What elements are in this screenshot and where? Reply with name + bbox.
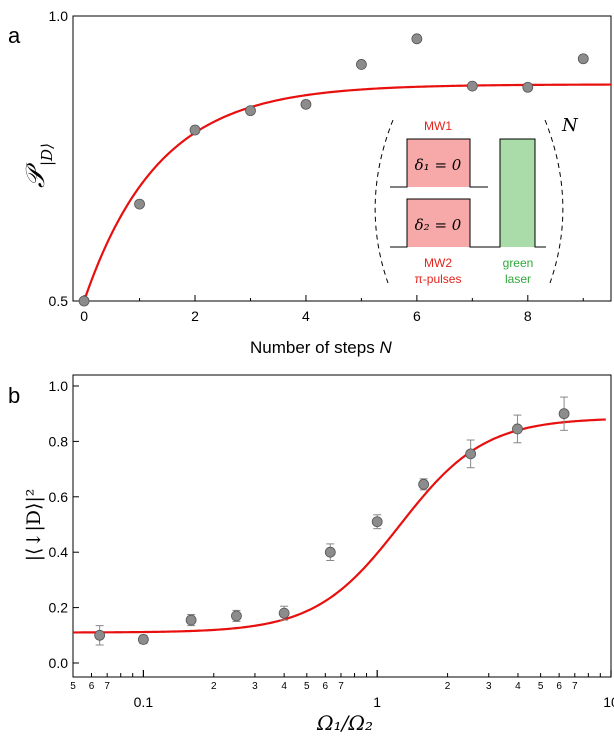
panel-b-ylabel: |⟨↓|D⟩|²: [23, 489, 45, 562]
a-ytick-label: 0.5: [49, 293, 69, 309]
panel-b-xlabel: Ω₁/Ω₂: [316, 711, 373, 735]
b-xtick-minor-label: 5: [538, 681, 544, 692]
b-ytick-label: 0.0: [49, 655, 69, 671]
b-xtick-minor-label: 6: [556, 681, 562, 692]
b-xtick-minor-label: 5: [304, 681, 310, 692]
mw2-pulse: [407, 199, 470, 247]
panel-b: b 0.11105672345672345670.00.20.40.60.81.…: [8, 374, 614, 735]
b-data-point: [371, 516, 383, 528]
b-xtick-major-label: 1: [373, 694, 381, 710]
b-data-point: [137, 634, 149, 645]
panel-b-fit-curve: [73, 418, 606, 634]
b-data-point: [231, 610, 242, 622]
mw1-trace: [390, 138, 488, 188]
mw2-label: MW2: [424, 256, 452, 270]
b-ytick-label: 0.6: [49, 489, 69, 505]
repeat-n-label: N: [561, 115, 579, 136]
b-data-point: [512, 423, 523, 435]
a-data-point: [300, 98, 312, 110]
b-xtick-minor-label: 4: [281, 681, 287, 692]
b-data-point: [324, 546, 336, 558]
a-data-point: [411, 33, 423, 45]
b-data-point: [278, 607, 290, 619]
panel-a-ticks: 0 2 4 6 8 0.5 1.0: [49, 8, 584, 324]
a-data-point: [356, 59, 367, 70]
b-data-point: [418, 478, 430, 490]
b-xtick-minor-label: 6: [89, 681, 95, 692]
a-data-point: [78, 295, 90, 307]
mw1-label: MW1: [424, 119, 452, 133]
mw2-laser-trace: [390, 138, 546, 248]
a-data-point: [134, 198, 145, 210]
b-xtick-minor-label: 3: [486, 681, 492, 692]
panel-a-data-points: [78, 33, 589, 307]
a-data-point: [466, 80, 478, 92]
a-data-point: [522, 81, 534, 93]
b-ytick-label: 0.4: [49, 544, 69, 560]
laser-label: laser: [505, 272, 531, 286]
delta2-label: δ₂ = 0: [415, 216, 462, 234]
panel-a: a 0 2 4 6 8 0.5 1.0 𝒫 |D⟩ Number of steps N δ₁…: [8, 8, 612, 357]
green-laser-pulse: [500, 139, 535, 247]
b-data-point: [185, 614, 197, 626]
b-xtick-minor-label: 3: [252, 681, 258, 692]
b-xtick-minor-label: 2: [211, 681, 217, 692]
panel-b-data-points: [94, 396, 570, 646]
panel-a-ylabel-sub: |D⟩: [38, 143, 56, 166]
a-xtick-label: 6: [413, 308, 421, 324]
pulse-sequence-inset: δ₁ = 0 δ₂ = 0 MW1 MW2 π-pulses green las…: [374, 115, 579, 286]
b-xtick-minor-label: 7: [338, 681, 344, 692]
mw1-pulse: [407, 139, 470, 187]
a-data-point: [577, 53, 589, 65]
b-ytick-label: 0.2: [49, 600, 69, 616]
b-xtick-minor-label: 7: [104, 681, 110, 692]
a-data-point: [245, 105, 256, 117]
b-ytick-label: 0.8: [49, 433, 69, 449]
panel-a-frame: [72, 15, 612, 302]
green-label: green: [503, 256, 534, 270]
inset-left-paren: [374, 119, 394, 284]
panel-a-xlabel: Number of steps N: [250, 338, 392, 357]
a-xtick-label: 0: [80, 308, 88, 324]
a-data-point: [189, 124, 201, 136]
a-xtick-label: 2: [191, 308, 199, 324]
a-xtick-label: 8: [524, 308, 532, 324]
b-xtick-minor-label: 7: [572, 681, 578, 692]
panel-a-letter: a: [8, 23, 21, 48]
delta1-label: δ₁ = 0: [415, 156, 462, 174]
a-xtick-label: 4: [302, 308, 310, 324]
b-xtick-minor-label: 4: [515, 681, 521, 692]
inset-right-paren: [544, 119, 564, 284]
b-data-point: [94, 629, 106, 641]
a-ytick-label: 1.0: [49, 8, 69, 24]
panel-b-letter: b: [8, 383, 20, 408]
pi-pulses-label: π-pulses: [415, 272, 462, 286]
b-xtick-major-label: 0.1: [134, 694, 154, 710]
b-xtick-major-label: 10: [603, 694, 614, 710]
b-ytick-label: 1.0: [49, 378, 69, 394]
b-data-point: [465, 448, 477, 460]
panel-a-ylabel: 𝒫 |D⟩: [21, 143, 56, 188]
b-data-point: [558, 408, 570, 420]
b-xtick-minor-label: 6: [323, 681, 329, 692]
panel-b-ticks: 0.11105672345672345670.00.20.40.60.81.0: [49, 378, 614, 710]
panel-b-frame: [72, 374, 612, 678]
b-xtick-minor-label: 5: [70, 681, 76, 692]
b-xtick-minor-label: 2: [445, 681, 451, 692]
